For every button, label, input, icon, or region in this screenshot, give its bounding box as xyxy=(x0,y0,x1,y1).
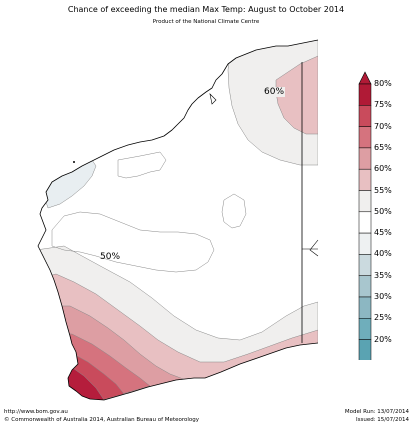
legend-label: 30% xyxy=(374,292,392,301)
contour-lake xyxy=(221,193,247,229)
legend-swatch xyxy=(358,339,372,360)
legend-swatch xyxy=(358,318,372,340)
footer-issued: Issued: 15/07/2014 xyxy=(355,417,409,423)
footer-url: http://www.bom.gov.au xyxy=(4,409,68,415)
legend-swatch xyxy=(358,190,372,213)
legend-colorbar xyxy=(358,71,372,360)
contour-interior-2 xyxy=(51,211,215,273)
legend-label: 40% xyxy=(374,249,392,259)
legend-label: 75% xyxy=(374,100,392,110)
legend-label: 80% xyxy=(374,79,392,88)
legend-swatch xyxy=(358,232,372,255)
legend-label: 50% xyxy=(374,206,392,216)
legend-swatch xyxy=(358,296,372,319)
legend-label: 55% xyxy=(374,185,392,195)
coastline xyxy=(37,39,319,401)
legend-swatch xyxy=(358,105,372,127)
state-border-east xyxy=(302,239,319,257)
legend-label: 70% xyxy=(374,121,392,131)
legend-label: 20% xyxy=(374,334,392,344)
legend-label: 65% xyxy=(374,142,392,152)
footer-copyright: © Commonwealth of Australia 2014, Austra… xyxy=(4,417,199,423)
legend-swatch xyxy=(358,275,372,298)
map-label-50: 50% xyxy=(100,252,121,262)
zone-60-north xyxy=(275,55,318,135)
legend-label: 45% xyxy=(374,228,392,238)
legend-arrow-up xyxy=(358,71,372,85)
legend-swatch xyxy=(358,254,372,276)
chart-subtitle: Product of the National Climate Centre xyxy=(152,19,260,25)
legend-swatch xyxy=(358,147,372,170)
legend-label: 35% xyxy=(374,270,392,280)
island-2 xyxy=(209,93,217,105)
legend-swatch xyxy=(358,83,372,106)
legend-label: 25% xyxy=(374,313,392,323)
footer-model-run: Model Run: 13/07/2014 xyxy=(344,409,409,415)
contour-interior xyxy=(117,151,167,179)
color-legend: 80% 75% 70% 65% 60% 55% 50% 45% 40% 35% 30% 25% 20% xyxy=(350,70,410,360)
legend-label: 60% xyxy=(374,164,392,174)
legend-swatch xyxy=(358,126,372,149)
map-label-60: 60% xyxy=(263,87,286,97)
legend-swatch xyxy=(358,168,372,191)
legend-swatch xyxy=(358,211,372,234)
chart-title: Chance of exceeding the median Max Temp:… xyxy=(67,5,345,14)
island xyxy=(73,161,75,163)
